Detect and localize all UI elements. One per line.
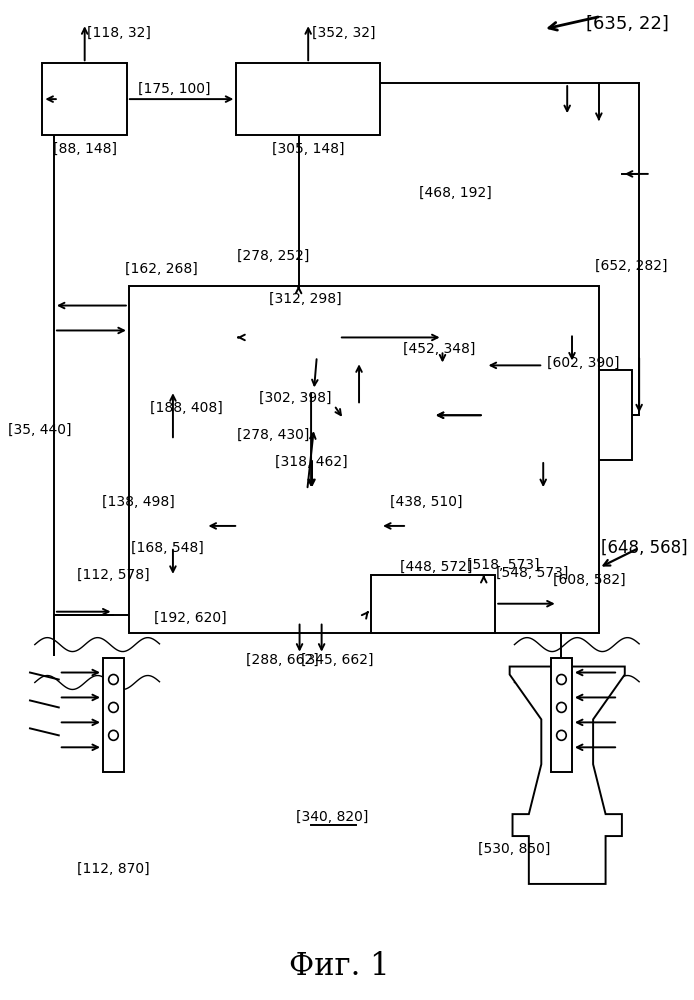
Text: [448, 572]: [448, 572]	[400, 560, 472, 574]
Text: [452, 348]: [452, 348]	[403, 341, 476, 355]
Text: [438, 510]: [438, 510]	[390, 495, 462, 509]
Bar	[238, 490, 378, 562]
Text: [652, 282]: [652, 282]	[595, 259, 668, 273]
Text: [318, 462]: [318, 462]	[275, 455, 348, 469]
Text: [345, 662]: [345, 662]	[301, 653, 373, 667]
Text: [118, 32]: [118, 32]	[87, 26, 151, 40]
Polygon shape	[140, 453, 205, 505]
Text: [548, 573]: [548, 573]	[496, 566, 568, 580]
Text: [162, 268]: [162, 268]	[125, 262, 198, 276]
Bar	[236, 63, 380, 135]
Text: [608, 582]: [608, 582]	[553, 573, 625, 587]
Text: [648, 568]: [648, 568]	[600, 539, 687, 557]
Text: [288, 662]: [288, 662]	[246, 653, 319, 667]
Text: [635, 22]: [635, 22]	[586, 14, 669, 32]
Text: [518, 573]: [518, 573]	[466, 558, 539, 572]
Text: [188, 408]: [188, 408]	[150, 401, 223, 415]
Text: [35, 440]: [35, 440]	[8, 423, 71, 437]
Bar	[301, 440, 323, 458]
Text: [112, 870]: [112, 870]	[77, 862, 150, 876]
Text: [468, 192]: [468, 192]	[418, 186, 491, 200]
Bar	[344, 405, 374, 433]
Text: [112, 578]: [112, 578]	[77, 568, 150, 582]
Bar	[407, 490, 556, 562]
Bar	[296, 319, 339, 356]
Text: [278, 252]: [278, 252]	[237, 249, 309, 263]
Text: [168, 548]: [168, 548]	[130, 541, 203, 555]
Text: [175, 100]: [175, 100]	[137, 82, 210, 96]
Text: [278, 430]: [278, 430]	[237, 428, 309, 442]
Polygon shape	[238, 378, 378, 438]
Text: [138, 498]: [138, 498]	[102, 495, 175, 509]
Text: [530, 850]: [530, 850]	[478, 842, 550, 856]
Text: [192, 620]: [192, 620]	[154, 611, 226, 625]
Text: [312, 298]: [312, 298]	[269, 292, 341, 306]
Text: [88, 148]: [88, 148]	[53, 142, 117, 156]
Text: [352, 32]: [352, 32]	[312, 26, 375, 40]
Text: [340, 820]: [340, 820]	[296, 810, 369, 824]
Bar	[484, 370, 632, 460]
Text: Фиг. 1: Фиг. 1	[289, 951, 389, 982]
Text: [305, 148]: [305, 148]	[272, 142, 344, 156]
Text: [302, 398]: [302, 398]	[260, 391, 332, 405]
Polygon shape	[509, 667, 625, 884]
Bar	[551, 658, 572, 772]
Polygon shape	[140, 505, 205, 560]
Bar	[129, 286, 599, 633]
Bar	[371, 575, 496, 633]
Bar	[294, 390, 334, 428]
Bar	[103, 658, 124, 772]
Text: [602, 390]: [602, 390]	[548, 355, 620, 369]
Bar	[42, 63, 127, 135]
